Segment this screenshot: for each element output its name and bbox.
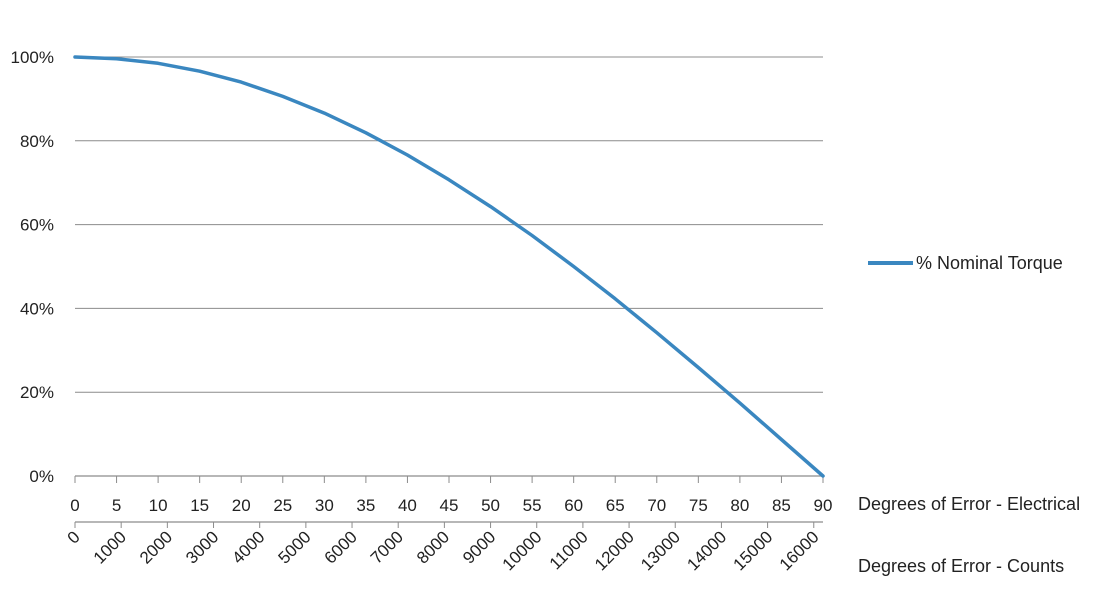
y-tick-label: 80% xyxy=(20,132,54,151)
x-tick-label: 75 xyxy=(689,496,708,515)
x-tick-label: 45 xyxy=(440,496,459,515)
x-axis-title-electrical: Degrees of Error - Electrical xyxy=(858,494,1080,514)
x2-tick-label: 9000 xyxy=(459,527,499,567)
x-tick-label: 65 xyxy=(606,496,625,515)
y-tick-label: 20% xyxy=(20,383,54,402)
x-axis-counts: 0 1000 2000 3000 4000 5000 6000 7000 8000 9000 100… xyxy=(64,521,823,574)
x-tick-label: 70 xyxy=(647,496,666,515)
series-line-0 xyxy=(73,55,825,478)
y-tick-label: 100% xyxy=(11,48,54,67)
legend-label: % Nominal Torque xyxy=(916,253,1063,273)
x-tick-label: 60 xyxy=(564,496,583,515)
x-tick-label: 55 xyxy=(523,496,542,515)
x2-tick-label: 16000 xyxy=(776,527,823,574)
x2-tick-label: 14000 xyxy=(683,527,730,574)
x-tick-label: 20 xyxy=(232,496,251,515)
x-axis-electrical: 0 5 10 15 20 25 30 35 40 45 50 55 60 65 70 75 80 85 90 xyxy=(70,475,833,515)
x-tick-label: 90 xyxy=(814,496,833,515)
x2-tick-label: 0 xyxy=(64,527,84,547)
legend: % Nominal Torque xyxy=(868,253,1063,273)
x-tick-label: 40 xyxy=(398,496,417,515)
x2-tick-label: 11000 xyxy=(546,527,592,573)
x-tick-label: 5 xyxy=(112,496,121,515)
x2-tick-label: 15000 xyxy=(730,527,777,574)
y-tick-label: 40% xyxy=(20,299,54,318)
x-tick-label: 25 xyxy=(273,496,292,515)
x-tick-label: 30 xyxy=(315,496,334,515)
x-tick-label: 0 xyxy=(70,496,79,515)
series-layer xyxy=(73,55,825,478)
y-axis-ticks: 0% 20% 40% 60% 80% 100% xyxy=(11,48,54,486)
x-tick-label: 50 xyxy=(481,496,500,515)
x-tick-label: 35 xyxy=(356,496,375,515)
x2-tick-label: 3000 xyxy=(182,527,222,567)
gridlines xyxy=(75,56,823,393)
x2-tick-label: 10000 xyxy=(499,527,546,574)
x-tick-label: 15 xyxy=(190,496,209,515)
x-axis-title-counts: Degrees of Error - Counts xyxy=(858,556,1064,576)
x2-tick-label: 2000 xyxy=(136,527,176,567)
x-tick-label: 85 xyxy=(772,496,791,515)
x-tick-label: 80 xyxy=(730,496,749,515)
x2-tick-label: 5000 xyxy=(275,527,315,567)
x2-tick-label: 13000 xyxy=(637,527,684,574)
x2-tick-label: 12000 xyxy=(591,527,638,574)
y-tick-label: 60% xyxy=(20,216,54,235)
x2-tick-label: 6000 xyxy=(321,527,361,567)
x2-tick-label: 8000 xyxy=(413,527,453,567)
x2-tick-label: 1000 xyxy=(90,527,130,567)
y-tick-label: 0% xyxy=(29,467,54,486)
x-tick-label: 10 xyxy=(149,496,168,515)
x2-tick-label: 7000 xyxy=(367,527,407,567)
x2-tick-label: 4000 xyxy=(228,527,268,567)
